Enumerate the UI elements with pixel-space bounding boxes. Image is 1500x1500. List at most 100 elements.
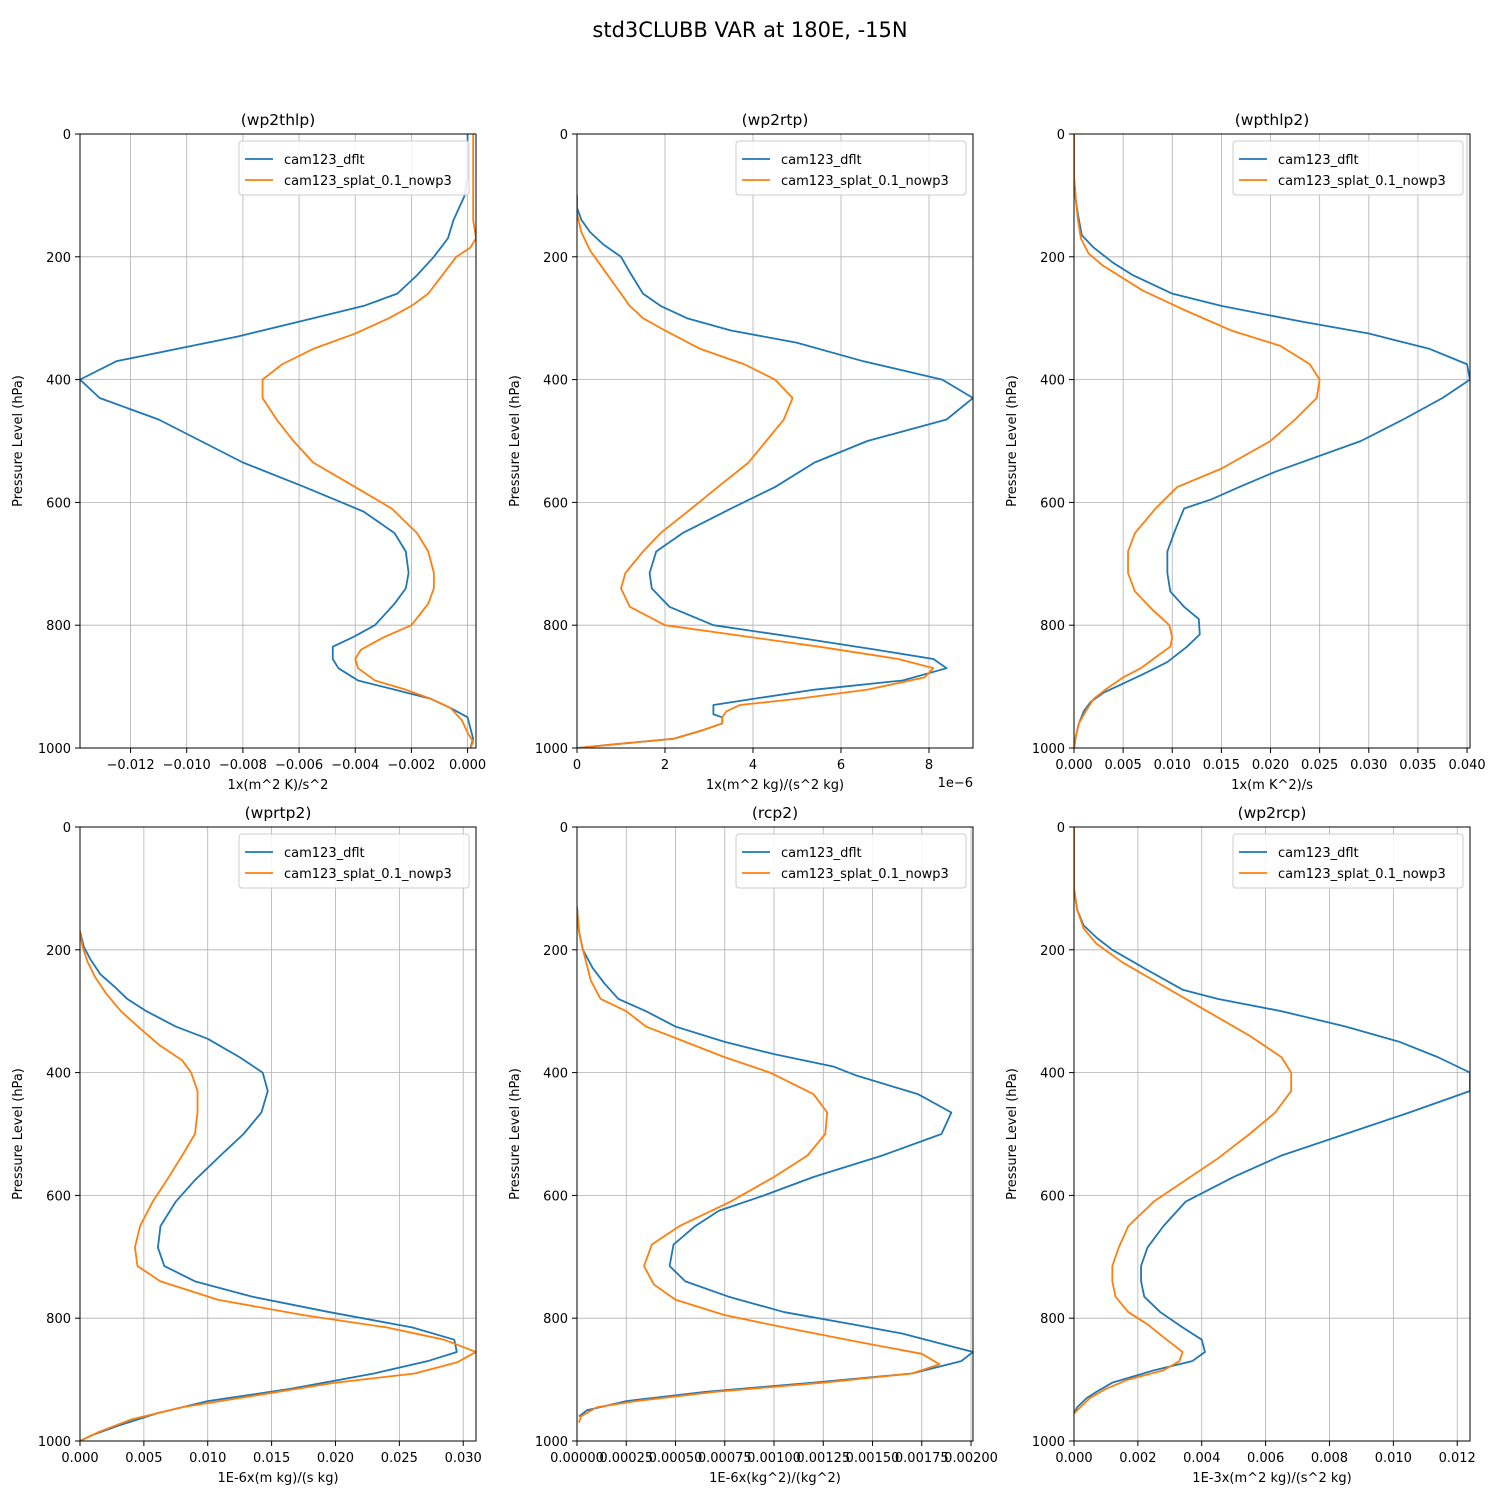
- x-tick-label: 0.006: [1247, 1451, 1284, 1466]
- x-tick-label: 0.010: [1375, 1451, 1412, 1466]
- subplot-3: 0.000 0.005 0.010 0.015 0.020 0.025 0.030 0.035…: [1005, 111, 1486, 793]
- legend-label: cam123_splat_0.1_nowp3: [284, 174, 452, 189]
- y-tick-label: 0: [560, 128, 568, 143]
- x-tick-label: 0.000: [449, 758, 486, 773]
- x-tick-label: 0.00200: [944, 1451, 998, 1466]
- y-tick-label: 0: [1057, 821, 1065, 836]
- y-tick-label: 800: [46, 1312, 71, 1327]
- legend-box: [735, 833, 967, 889]
- y-tick-label: 400: [46, 374, 71, 389]
- series-line-splat: [577, 906, 941, 1423]
- axes-frame: [1073, 133, 1471, 749]
- legend-box: [238, 140, 470, 196]
- x-axis-label: 1E-6x(m kg)/(s kg): [217, 1471, 338, 1486]
- y-tick-label: 200: [1040, 944, 1065, 959]
- y-tick-label: 1000: [1032, 742, 1065, 757]
- y-tick-label: 600: [46, 496, 71, 511]
- y-tick-label: 600: [543, 1189, 568, 1204]
- y-axis-label: Pressure Level (hPa): [11, 1068, 26, 1200]
- legend-label: cam123_splat_0.1_nowp3: [781, 174, 949, 189]
- y-tick-label: 1000: [535, 742, 568, 757]
- y-tick-label: 800: [1040, 1312, 1065, 1327]
- x-tick-label: 0.025: [381, 1451, 418, 1466]
- x-tick-label: 0.00075: [698, 1451, 752, 1466]
- axes-frame: [79, 133, 477, 749]
- y-tick-label: 200: [1040, 251, 1065, 266]
- x-tick-label: 0.020: [317, 1451, 354, 1466]
- legend-label: cam123_dflt: [781, 846, 862, 861]
- subplot-title: (wp2rtp): [742, 111, 809, 129]
- legend: cam123_dflt cam123_splat_0.1_nowp3: [1232, 833, 1464, 889]
- legend-label: cam123_dflt: [1278, 153, 1359, 168]
- y-tick-label: 0: [1057, 128, 1065, 143]
- y-tick-label: 600: [543, 496, 568, 511]
- x-tick-label: 0: [573, 758, 581, 773]
- y-tick-label: 800: [46, 619, 71, 634]
- figure-title: std3CLUBB VAR at 180E, -15N: [592, 18, 907, 42]
- subplot-1: −0.012 −0.010 −0.008 −0.006 −0.004 −0.002 0.00…: [11, 111, 486, 793]
- y-tick-label: 200: [543, 944, 568, 959]
- x-tick-label: 0.00100: [747, 1451, 801, 1466]
- series-line-dflt: [80, 134, 475, 748]
- series-line-splat: [577, 195, 935, 748]
- legend: cam123_dflt cam123_splat_0.1_nowp3: [735, 140, 967, 196]
- subplot-2: 0 2 4 6 8 0 200 400 600 800 1000 1e−6 (wp2rtp) 1x(m^2…: [508, 111, 974, 793]
- x-tick-label: 0.008: [1311, 1451, 1348, 1466]
- series-line-splat: [261, 134, 476, 748]
- x-tick-label: 2: [661, 758, 669, 773]
- legend-label: cam123_dflt: [284, 153, 365, 168]
- x-tick-label: −0.004: [331, 758, 379, 773]
- x-tick-label: 0.015: [1203, 758, 1240, 773]
- series-line-dflt: [577, 195, 973, 748]
- y-tick-label: 600: [1040, 496, 1065, 511]
- subplot-grid: −0.012 −0.010 −0.008 −0.006 −0.004 −0.002 0.00…: [11, 111, 1486, 1486]
- legend: cam123_dflt cam123_splat_0.1_nowp3: [238, 833, 470, 889]
- y-tick-label: 400: [1040, 374, 1065, 389]
- series-line-dflt: [1074, 134, 1470, 748]
- x-tick-label: −0.002: [387, 758, 435, 773]
- x-tick-label: 0.012: [1439, 1451, 1476, 1466]
- x-tick-label: −0.008: [219, 758, 267, 773]
- x-axis-label: 1E-3x(m^2 kg)/(s^2 kg): [1192, 1471, 1351, 1486]
- y-tick-label: 1000: [38, 742, 71, 757]
- subplot-title: (rcp2): [752, 804, 798, 822]
- x-tick-label: −0.010: [163, 758, 211, 773]
- subplot-title: (wp2thlp): [241, 111, 316, 129]
- x-tick-label: 0.00025: [599, 1451, 653, 1466]
- y-tick-label: 200: [46, 944, 71, 959]
- legend-box: [238, 833, 470, 889]
- y-tick-label: 1000: [1032, 1435, 1065, 1450]
- y-tick-label: 400: [1040, 1067, 1065, 1082]
- x-tick-label: 6: [837, 758, 845, 773]
- y-tick-label: 400: [46, 1067, 71, 1082]
- series-line-splat: [1074, 134, 1321, 748]
- y-axis-label: Pressure Level (hPa): [508, 375, 523, 507]
- x-tick-label: 0.035: [1399, 758, 1436, 773]
- legend-label: cam123_dflt: [284, 846, 365, 861]
- legend-box: [1232, 140, 1464, 196]
- x-axis-label: 1E-6x(kg^2)/(kg^2): [709, 1471, 841, 1486]
- x-tick-label: 8: [925, 758, 933, 773]
- axes-frame: [576, 826, 974, 1442]
- x-tick-label: 0.004: [1183, 1451, 1220, 1466]
- x-tick-label: 0.002: [1119, 1451, 1156, 1466]
- subplot-6: 0.000 0.002 0.004 0.006 0.008 0.010 0.012 0 200 4…: [1005, 804, 1476, 1486]
- x-tick-label: 0.000: [1055, 1451, 1092, 1466]
- y-tick-label: 800: [543, 619, 568, 634]
- series-line-dflt: [80, 931, 458, 1441]
- y-axis-label: Pressure Level (hPa): [1005, 375, 1020, 507]
- y-axis-label: Pressure Level (hPa): [1005, 1068, 1020, 1200]
- x-axis-label: 1x(m^2 K)/s^2: [228, 778, 329, 793]
- y-tick-label: 600: [46, 1189, 71, 1204]
- x-tick-label: 0.00000: [550, 1451, 604, 1466]
- y-tick-label: 0: [63, 821, 71, 836]
- axes-frame: [1073, 826, 1471, 1442]
- y-tick-label: 600: [1040, 1189, 1065, 1204]
- y-axis-label: Pressure Level (hPa): [508, 1068, 523, 1200]
- x-tick-label: 0.025: [1301, 758, 1338, 773]
- y-tick-label: 0: [63, 128, 71, 143]
- subplot-4: 0.000 0.005 0.010 0.015 0.020 0.025 0.030 0 200 4…: [11, 804, 482, 1486]
- series-line-dflt: [1074, 827, 1470, 1414]
- y-tick-label: 800: [543, 1312, 568, 1327]
